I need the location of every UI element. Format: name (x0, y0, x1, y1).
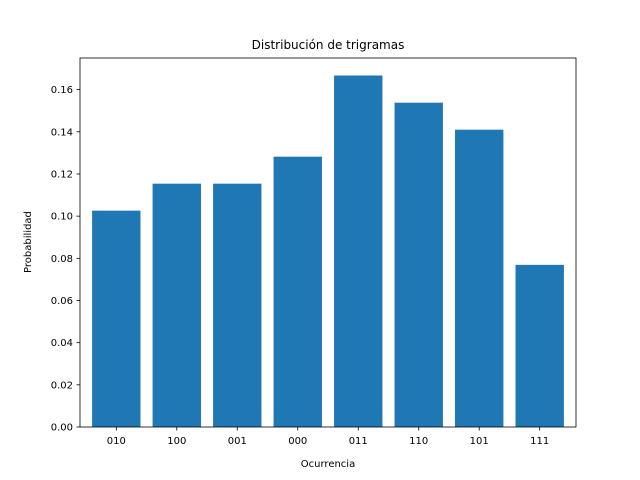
bar-000 (273, 156, 322, 427)
x-axis-label: Ocurrencia (301, 459, 355, 470)
bar-101 (455, 129, 504, 428)
bar-011 (334, 75, 383, 427)
y-tick-label: 0.12 (51, 169, 73, 180)
x-tick-label: 000 (288, 436, 307, 447)
x-tick-label: 011 (349, 436, 368, 447)
x-tick-label: 010 (107, 436, 126, 447)
plot-frame (79, 57, 577, 428)
y-tick-label: 0.10 (51, 212, 73, 223)
x-axis: 010 100 001 000 011 110 101 111 (107, 427, 549, 447)
x-tick-label: 100 (167, 436, 186, 447)
y-tick-label: 0.08 (51, 254, 73, 265)
y-tick-label: 0.06 (51, 296, 73, 307)
y-axis: 0.00 0.02 0.04 0.06 0.08 0.10 0.12 0.14 0.16 (51, 85, 80, 434)
bar-001 (213, 183, 262, 427)
y-tick-label: 0.04 (51, 338, 73, 349)
chart-title: Distribución de trigramas (252, 38, 405, 52)
y-axis-label: Probabilidad (23, 211, 34, 273)
x-tick-label: 110 (409, 436, 428, 447)
x-tick-label: 001 (228, 436, 247, 447)
y-tick-label: 0.02 (51, 380, 73, 391)
bar-110 (394, 102, 443, 427)
bar-100 (152, 183, 201, 427)
y-tick-label: 0.16 (51, 85, 73, 96)
y-tick-label: 0.00 (51, 423, 73, 434)
x-tick-label: 111 (530, 436, 549, 447)
y-tick-label: 0.14 (51, 127, 73, 138)
bar-010 (92, 210, 141, 427)
bar-111 (515, 264, 564, 427)
bars-group (92, 75, 564, 428)
x-tick-label: 101 (470, 436, 489, 447)
